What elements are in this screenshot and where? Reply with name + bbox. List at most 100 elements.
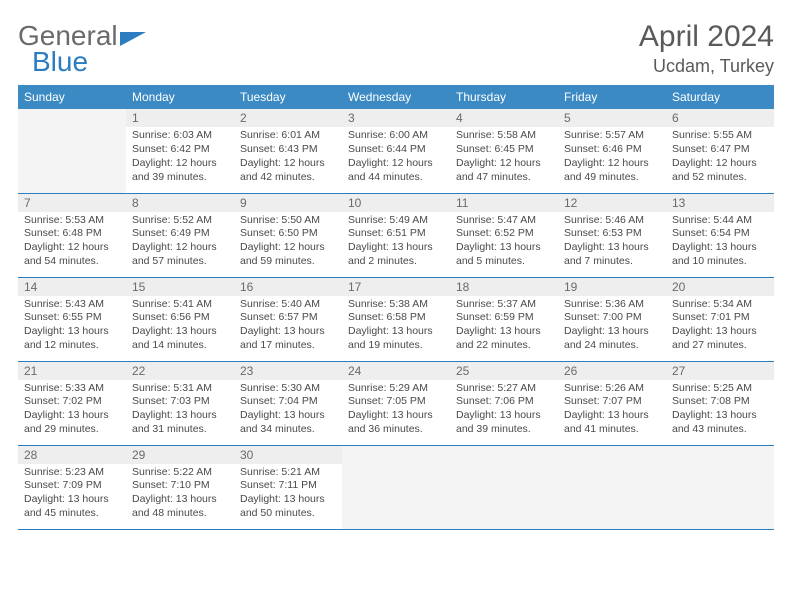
day-detail: Sunrise: 6:03 AMSunset: 6:42 PMDaylight:…	[126, 127, 234, 188]
day-number: 16	[234, 278, 342, 296]
day-detail: Sunrise: 5:40 AMSunset: 6:57 PMDaylight:…	[234, 296, 342, 357]
day-header: Monday	[126, 85, 234, 109]
calendar-row: 14Sunrise: 5:43 AMSunset: 6:55 PMDayligh…	[18, 277, 774, 361]
calendar-day: 19Sunrise: 5:36 AMSunset: 7:00 PMDayligh…	[558, 277, 666, 361]
day-detail: Sunrise: 5:49 AMSunset: 6:51 PMDaylight:…	[342, 212, 450, 273]
calendar-day: 22Sunrise: 5:31 AMSunset: 7:03 PMDayligh…	[126, 361, 234, 445]
day-detail: Sunrise: 5:41 AMSunset: 6:56 PMDaylight:…	[126, 296, 234, 357]
calendar-day: 23Sunrise: 5:30 AMSunset: 7:04 PMDayligh…	[234, 361, 342, 445]
calendar-day: 10Sunrise: 5:49 AMSunset: 6:51 PMDayligh…	[342, 193, 450, 277]
calendar-empty	[666, 445, 774, 529]
day-detail: Sunrise: 5:43 AMSunset: 6:55 PMDaylight:…	[18, 296, 126, 357]
calendar-day: 16Sunrise: 5:40 AMSunset: 6:57 PMDayligh…	[234, 277, 342, 361]
calendar-day: 17Sunrise: 5:38 AMSunset: 6:58 PMDayligh…	[342, 277, 450, 361]
day-detail: Sunrise: 5:22 AMSunset: 7:10 PMDaylight:…	[126, 464, 234, 525]
calendar-day: 13Sunrise: 5:44 AMSunset: 6:54 PMDayligh…	[666, 193, 774, 277]
calendar-day: 3Sunrise: 6:00 AMSunset: 6:44 PMDaylight…	[342, 109, 450, 193]
calendar-day: 28Sunrise: 5:23 AMSunset: 7:09 PMDayligh…	[18, 445, 126, 529]
calendar-day: 4Sunrise: 5:58 AMSunset: 6:45 PMDaylight…	[450, 109, 558, 193]
day-detail: Sunrise: 5:36 AMSunset: 7:00 PMDaylight:…	[558, 296, 666, 357]
day-detail: Sunrise: 5:31 AMSunset: 7:03 PMDaylight:…	[126, 380, 234, 441]
calendar-empty	[18, 109, 126, 193]
day-header: Saturday	[666, 85, 774, 109]
calendar-day: 26Sunrise: 5:26 AMSunset: 7:07 PMDayligh…	[558, 361, 666, 445]
day-number: 9	[234, 194, 342, 212]
day-header-row: Sunday Monday Tuesday Wednesday Thursday…	[18, 85, 774, 109]
calendar-day: 20Sunrise: 5:34 AMSunset: 7:01 PMDayligh…	[666, 277, 774, 361]
day-number: 20	[666, 278, 774, 296]
day-number: 25	[450, 362, 558, 380]
calendar-day: 5Sunrise: 5:57 AMSunset: 6:46 PMDaylight…	[558, 109, 666, 193]
calendar-day: 11Sunrise: 5:47 AMSunset: 6:52 PMDayligh…	[450, 193, 558, 277]
calendar-day: 30Sunrise: 5:21 AMSunset: 7:11 PMDayligh…	[234, 445, 342, 529]
day-number: 30	[234, 446, 342, 464]
day-detail: Sunrise: 5:47 AMSunset: 6:52 PMDaylight:…	[450, 212, 558, 273]
day-number: 14	[18, 278, 126, 296]
day-header: Thursday	[450, 85, 558, 109]
day-number: 2	[234, 109, 342, 127]
page-subtitle: Ucdam, Turkey	[639, 56, 774, 77]
day-number: 12	[558, 194, 666, 212]
day-number: 18	[450, 278, 558, 296]
day-number: 7	[18, 194, 126, 212]
day-header: Tuesday	[234, 85, 342, 109]
day-detail: Sunrise: 5:38 AMSunset: 6:58 PMDaylight:…	[342, 296, 450, 357]
day-detail: Sunrise: 5:23 AMSunset: 7:09 PMDaylight:…	[18, 464, 126, 525]
day-detail: Sunrise: 5:58 AMSunset: 6:45 PMDaylight:…	[450, 127, 558, 188]
calendar-empty	[450, 445, 558, 529]
day-detail: Sunrise: 5:52 AMSunset: 6:49 PMDaylight:…	[126, 212, 234, 273]
day-number: 22	[126, 362, 234, 380]
day-detail: Sunrise: 6:01 AMSunset: 6:43 PMDaylight:…	[234, 127, 342, 188]
day-detail: Sunrise: 5:57 AMSunset: 6:46 PMDaylight:…	[558, 127, 666, 188]
day-detail: Sunrise: 5:34 AMSunset: 7:01 PMDaylight:…	[666, 296, 774, 357]
calendar-day: 6Sunrise: 5:55 AMSunset: 6:47 PMDaylight…	[666, 109, 774, 193]
calendar-day: 25Sunrise: 5:27 AMSunset: 7:06 PMDayligh…	[450, 361, 558, 445]
day-number: 1	[126, 109, 234, 127]
day-number: 24	[342, 362, 450, 380]
day-detail: Sunrise: 5:53 AMSunset: 6:48 PMDaylight:…	[18, 212, 126, 273]
calendar-day: 29Sunrise: 5:22 AMSunset: 7:10 PMDayligh…	[126, 445, 234, 529]
day-number: 3	[342, 109, 450, 127]
day-detail: Sunrise: 5:29 AMSunset: 7:05 PMDaylight:…	[342, 380, 450, 441]
calendar-row: 21Sunrise: 5:33 AMSunset: 7:02 PMDayligh…	[18, 361, 774, 445]
day-number: 11	[450, 194, 558, 212]
calendar-row: 28Sunrise: 5:23 AMSunset: 7:09 PMDayligh…	[18, 445, 774, 529]
day-detail: Sunrise: 5:37 AMSunset: 6:59 PMDaylight:…	[450, 296, 558, 357]
day-number: 29	[126, 446, 234, 464]
day-number: 17	[342, 278, 450, 296]
day-number: 4	[450, 109, 558, 127]
day-detail: Sunrise: 5:30 AMSunset: 7:04 PMDaylight:…	[234, 380, 342, 441]
calendar-day: 24Sunrise: 5:29 AMSunset: 7:05 PMDayligh…	[342, 361, 450, 445]
calendar-day: 7Sunrise: 5:53 AMSunset: 6:48 PMDaylight…	[18, 193, 126, 277]
day-number: 21	[18, 362, 126, 380]
title-block: April 2024 Ucdam, Turkey	[639, 20, 774, 77]
day-number: 23	[234, 362, 342, 380]
day-number: 6	[666, 109, 774, 127]
calendar-day: 18Sunrise: 5:37 AMSunset: 6:59 PMDayligh…	[450, 277, 558, 361]
day-detail: Sunrise: 5:21 AMSunset: 7:11 PMDaylight:…	[234, 464, 342, 525]
day-detail: Sunrise: 5:33 AMSunset: 7:02 PMDaylight:…	[18, 380, 126, 441]
calendar-table: Sunday Monday Tuesday Wednesday Thursday…	[18, 85, 774, 530]
calendar-day: 15Sunrise: 5:41 AMSunset: 6:56 PMDayligh…	[126, 277, 234, 361]
day-detail: Sunrise: 5:27 AMSunset: 7:06 PMDaylight:…	[450, 380, 558, 441]
brand-triangle-icon	[120, 32, 146, 46]
calendar-day: 2Sunrise: 6:01 AMSunset: 6:43 PMDaylight…	[234, 109, 342, 193]
calendar-empty	[558, 445, 666, 529]
calendar-day: 21Sunrise: 5:33 AMSunset: 7:02 PMDayligh…	[18, 361, 126, 445]
day-detail: Sunrise: 5:46 AMSunset: 6:53 PMDaylight:…	[558, 212, 666, 273]
day-detail: Sunrise: 5:26 AMSunset: 7:07 PMDaylight:…	[558, 380, 666, 441]
calendar-day: 1Sunrise: 6:03 AMSunset: 6:42 PMDaylight…	[126, 109, 234, 193]
day-number: 10	[342, 194, 450, 212]
calendar-day: 14Sunrise: 5:43 AMSunset: 6:55 PMDayligh…	[18, 277, 126, 361]
day-number: 19	[558, 278, 666, 296]
day-number: 15	[126, 278, 234, 296]
day-detail: Sunrise: 6:00 AMSunset: 6:44 PMDaylight:…	[342, 127, 450, 188]
calendar-row: 7Sunrise: 5:53 AMSunset: 6:48 PMDaylight…	[18, 193, 774, 277]
calendar-day: 27Sunrise: 5:25 AMSunset: 7:08 PMDayligh…	[666, 361, 774, 445]
day-detail: Sunrise: 5:50 AMSunset: 6:50 PMDaylight:…	[234, 212, 342, 273]
calendar-day: 9Sunrise: 5:50 AMSunset: 6:50 PMDaylight…	[234, 193, 342, 277]
day-header: Sunday	[18, 85, 126, 109]
page-title: April 2024	[639, 20, 774, 54]
page-header: General April 2024 Ucdam, Turkey	[18, 20, 774, 77]
day-detail: Sunrise: 5:25 AMSunset: 7:08 PMDaylight:…	[666, 380, 774, 441]
